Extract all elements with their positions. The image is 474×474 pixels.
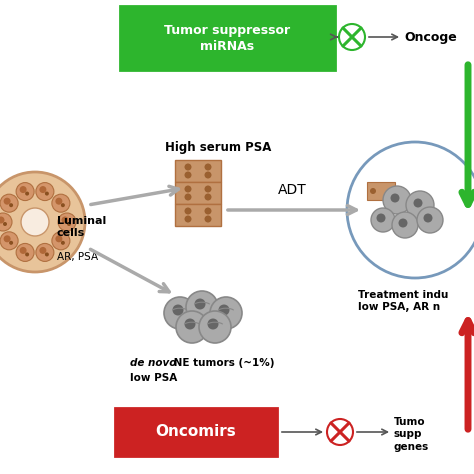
Circle shape <box>45 253 49 256</box>
Circle shape <box>4 235 10 242</box>
Circle shape <box>36 244 54 262</box>
Circle shape <box>9 241 13 245</box>
Circle shape <box>36 182 54 201</box>
Circle shape <box>376 213 385 222</box>
Circle shape <box>0 213 12 231</box>
Circle shape <box>45 191 49 196</box>
Text: Tumor suppressor
miRNAs: Tumor suppressor miRNAs <box>164 24 291 53</box>
FancyBboxPatch shape <box>115 408 277 456</box>
Text: low PSA: low PSA <box>130 373 177 383</box>
Circle shape <box>194 299 206 310</box>
Circle shape <box>199 311 231 343</box>
Circle shape <box>3 222 7 226</box>
Circle shape <box>39 186 46 193</box>
FancyBboxPatch shape <box>367 182 395 200</box>
Circle shape <box>176 311 208 343</box>
Circle shape <box>55 235 63 242</box>
Circle shape <box>52 194 70 212</box>
Circle shape <box>0 217 4 224</box>
Circle shape <box>417 207 443 233</box>
Circle shape <box>25 191 29 196</box>
Circle shape <box>204 208 211 215</box>
FancyBboxPatch shape <box>175 204 221 226</box>
Text: Luminal
cells: Luminal cells <box>57 216 106 238</box>
Circle shape <box>184 319 195 329</box>
Circle shape <box>173 304 183 316</box>
Circle shape <box>184 164 191 171</box>
Text: Oncomirs: Oncomirs <box>155 425 237 439</box>
FancyBboxPatch shape <box>175 182 221 204</box>
Circle shape <box>4 198 10 205</box>
Circle shape <box>204 216 211 222</box>
Circle shape <box>52 232 70 250</box>
Text: Oncoge: Oncoge <box>404 30 457 44</box>
Circle shape <box>58 213 76 231</box>
Circle shape <box>204 164 211 171</box>
Circle shape <box>62 217 69 224</box>
Text: NE tumors (~1%): NE tumors (~1%) <box>170 358 274 368</box>
Circle shape <box>61 203 65 207</box>
Circle shape <box>383 186 411 214</box>
Circle shape <box>9 203 13 207</box>
Circle shape <box>184 216 191 222</box>
Circle shape <box>370 188 376 194</box>
Text: Treatment indu
low PSA, AR n: Treatment indu low PSA, AR n <box>358 290 448 312</box>
Circle shape <box>164 297 196 329</box>
Circle shape <box>19 186 27 193</box>
Circle shape <box>67 222 71 226</box>
Circle shape <box>347 142 474 278</box>
Circle shape <box>210 297 242 329</box>
FancyBboxPatch shape <box>175 160 221 182</box>
Text: Tumo
supp
genes: Tumo supp genes <box>394 417 429 452</box>
Circle shape <box>21 208 49 236</box>
Circle shape <box>184 172 191 179</box>
Circle shape <box>0 172 85 272</box>
Circle shape <box>399 219 408 228</box>
Circle shape <box>392 212 418 238</box>
Circle shape <box>204 193 211 201</box>
Text: AR, PSA: AR, PSA <box>57 252 98 262</box>
Circle shape <box>25 253 29 256</box>
Circle shape <box>413 199 422 208</box>
Circle shape <box>16 182 34 201</box>
Circle shape <box>208 319 219 329</box>
Circle shape <box>184 185 191 192</box>
Circle shape <box>204 185 211 192</box>
Circle shape <box>19 247 27 254</box>
Circle shape <box>186 291 218 323</box>
Circle shape <box>406 191 434 219</box>
Text: de novo: de novo <box>130 358 176 368</box>
Circle shape <box>39 247 46 254</box>
Circle shape <box>0 194 18 212</box>
Circle shape <box>391 193 400 202</box>
Circle shape <box>423 213 432 222</box>
Text: High serum PSA: High serum PSA <box>165 142 271 155</box>
Circle shape <box>16 244 34 262</box>
Text: ADT: ADT <box>278 183 306 197</box>
Circle shape <box>184 208 191 215</box>
Circle shape <box>61 241 65 245</box>
Circle shape <box>371 208 395 232</box>
Circle shape <box>219 304 229 316</box>
Circle shape <box>204 172 211 179</box>
Circle shape <box>0 232 18 250</box>
Circle shape <box>184 193 191 201</box>
Circle shape <box>55 198 63 205</box>
FancyBboxPatch shape <box>120 6 335 70</box>
